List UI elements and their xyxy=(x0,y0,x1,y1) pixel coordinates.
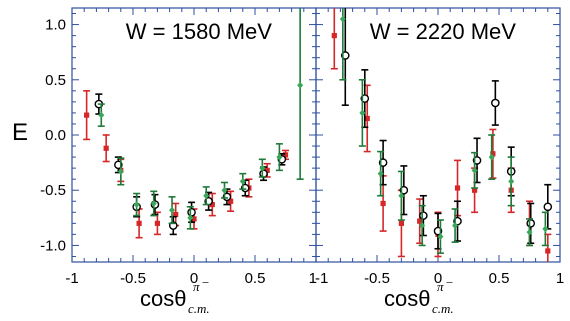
x-tick-label: 0 xyxy=(190,270,198,287)
data-point xyxy=(282,152,289,158)
data-point xyxy=(173,211,179,218)
series-green xyxy=(97,8,304,230)
data-point xyxy=(398,192,405,200)
y-axis-label: E xyxy=(12,119,28,146)
data-point xyxy=(545,248,551,254)
data-point xyxy=(377,170,384,178)
x-axis-label-sup-minus: − xyxy=(201,275,210,290)
data-point xyxy=(359,109,366,117)
data-point xyxy=(472,187,478,193)
panel-title: W = 2220 MeV xyxy=(370,19,516,44)
x-tick-label: 1 xyxy=(556,270,564,287)
series-red xyxy=(83,90,289,239)
panel-1: -1 -0.5 0 0.5 1 1.0 0.5 0.0 -0.5 -1.0 W = 1580 MeV xyxy=(40,7,317,287)
data-point xyxy=(150,200,157,207)
x-tick-label: 0 xyxy=(434,270,442,287)
data-point xyxy=(526,219,536,228)
data-point xyxy=(154,220,160,226)
panel-2: -1 -0.5 0 0.5 1 W = 2220 MeV xyxy=(315,7,564,287)
data-point xyxy=(488,153,495,161)
data-point xyxy=(187,214,194,222)
data-point xyxy=(331,33,337,39)
x-axis-label-sup-minus: − xyxy=(445,275,454,290)
y-tick-label: -0.5 xyxy=(40,182,66,199)
data-point xyxy=(543,202,553,212)
panels: -1 -0.5 0 0.5 1 1.0 0.5 0.0 -0.5 -1.0 W = 1580 MeV… xyxy=(40,7,564,287)
data-point xyxy=(259,164,266,172)
y-tick-label: -1.0 xyxy=(40,237,66,254)
x-tick-label: 1 xyxy=(309,270,317,287)
data-point xyxy=(117,168,124,175)
y-tick-label: 1.0 xyxy=(45,17,66,34)
data-point xyxy=(454,185,461,191)
data-point xyxy=(103,145,109,151)
data-point xyxy=(297,81,304,89)
data-point xyxy=(169,206,176,214)
data-point xyxy=(508,177,515,185)
x-axis-label-main: cosθ xyxy=(140,286,186,311)
x-axis-label-sub: c.m. xyxy=(432,301,454,316)
data-point xyxy=(526,228,533,236)
data-point xyxy=(203,192,210,200)
data-point xyxy=(380,200,386,207)
data-point xyxy=(471,166,478,174)
x-tick-label: -1 xyxy=(315,270,328,287)
data-point xyxy=(364,115,370,122)
data-point xyxy=(221,186,228,194)
data-point xyxy=(437,233,444,240)
data-point xyxy=(490,151,496,157)
data-point xyxy=(542,225,549,233)
data-point xyxy=(84,112,90,118)
x-axis-label-right: cosθ π − c.m. xyxy=(384,275,454,316)
data-point xyxy=(209,201,215,208)
panel-title: W = 1580 MeV xyxy=(126,19,272,44)
data-point xyxy=(133,201,140,208)
x-tick-label: 0.5 xyxy=(245,270,266,287)
data-layer xyxy=(330,8,553,262)
data-point xyxy=(98,111,105,119)
data-point xyxy=(239,177,246,185)
data-point xyxy=(228,198,234,204)
x-axis-label-main: cosθ xyxy=(384,286,430,311)
data-point xyxy=(339,15,346,23)
x-axis-label-sub: c.m. xyxy=(188,301,210,316)
x-axis-label-sup: π xyxy=(437,279,444,294)
data-point xyxy=(491,98,500,108)
x-tick-label: -0.5 xyxy=(120,270,146,287)
x-axis-label-sup: π xyxy=(193,279,200,294)
data-point xyxy=(191,216,197,222)
x-tick-label: -1 xyxy=(65,270,78,287)
x-tick-label: -0.5 xyxy=(364,270,390,287)
x-axis-label-left: cosθ π − c.m. xyxy=(140,275,210,316)
data-point xyxy=(187,208,196,217)
series-green xyxy=(339,8,549,254)
data-point xyxy=(398,220,404,226)
y-tick-label: 0.0 xyxy=(45,127,66,144)
data-point xyxy=(452,222,459,229)
data-point xyxy=(264,167,270,173)
data-point xyxy=(417,218,423,224)
data-point xyxy=(419,211,428,220)
data-layer xyxy=(83,8,304,239)
x-tick-label: 0.5 xyxy=(489,270,510,287)
y-tick-label: 0.5 xyxy=(45,72,66,89)
data-point xyxy=(419,222,426,229)
data-point xyxy=(136,220,142,226)
data-point xyxy=(276,153,283,161)
